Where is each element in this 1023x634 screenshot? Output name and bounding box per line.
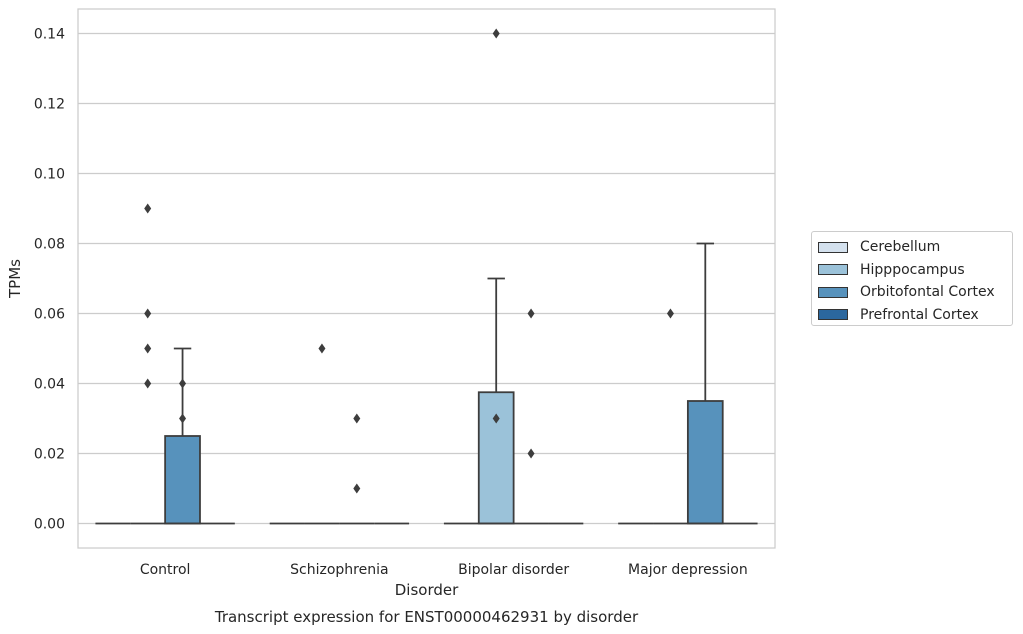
- box-hipppocampus: [477, 277, 515, 525]
- legend-item-cerebellum: Cerebellum: [818, 236, 1012, 259]
- legend-item-prefrontal-cortex: Prefrontal Cortex: [818, 304, 1012, 327]
- legend-item-orbitofrontal-cortex: Orbitofontal Cortex: [818, 281, 1012, 304]
- x-tick-label: Schizophrenia: [290, 562, 388, 578]
- boxes: [95, 242, 758, 525]
- legend-label: Hipppocampus: [860, 261, 965, 278]
- outlier-point: [318, 343, 326, 354]
- legend: Cerebellum Hipppocampus Orbitofontal Cor…: [811, 231, 1013, 326]
- y-tick-label: 0.12: [34, 97, 65, 113]
- y-tick-label: 0.08: [34, 237, 65, 253]
- y-tick-label: 0.04: [34, 377, 65, 393]
- outlier-point: [353, 483, 361, 494]
- y-tick-label: 0.00: [34, 517, 65, 533]
- y-tick-label: 0.06: [34, 307, 65, 323]
- y-tick-label: 0.02: [34, 447, 65, 463]
- x-tick-label: Major depression: [628, 562, 748, 578]
- legend-label: Orbitofontal Cortex: [860, 284, 995, 301]
- plot-area-frame: [77, 8, 776, 549]
- x-axis-ticks: Control Schizophrenia Bipolar disorder Majo…: [140, 562, 748, 578]
- legend-item-hippocampus: Hipppocampus: [818, 259, 1012, 282]
- outlier-point: [527, 308, 535, 319]
- legend-swatch: [818, 264, 848, 276]
- outliers: [144, 28, 674, 494]
- outlier-point: [179, 378, 187, 389]
- outlier-point: [144, 343, 152, 354]
- outlier-point: [179, 413, 187, 424]
- box-orbitofontal-cortex: [164, 347, 201, 525]
- legend-swatch: [818, 309, 848, 321]
- x-tick-label: Control: [140, 562, 191, 578]
- y-tick-label: 0.14: [34, 27, 65, 43]
- x-axis-label: Disorder: [395, 581, 459, 599]
- outlier-point: [666, 308, 674, 319]
- box-body: [477, 391, 515, 525]
- legend-swatch: [818, 241, 848, 253]
- outlier-point: [144, 308, 152, 319]
- y-tick-label: 0.10: [34, 167, 65, 183]
- box-body: [686, 400, 724, 525]
- outlier-point: [492, 413, 500, 424]
- chart-title: Transcript expression for ENST0000046293…: [214, 608, 639, 626]
- legend-label: Cerebellum: [860, 239, 941, 256]
- outlier-point: [144, 203, 152, 214]
- legend-swatch: [818, 286, 848, 298]
- outlier-point: [492, 28, 500, 39]
- box-body: [164, 435, 201, 525]
- y-axis-ticks: 0.00 0.02 0.04 0.06 0.08 0.10 0.12 0.14: [34, 27, 65, 533]
- box-orbitofontal-cortex: [686, 242, 724, 525]
- outlier-point: [527, 448, 535, 459]
- x-tick-label: Bipolar disorder: [458, 562, 569, 578]
- outlier-point: [353, 413, 361, 424]
- legend-label: Prefrontal Cortex: [860, 306, 979, 323]
- y-axis-label: TPMs: [6, 259, 24, 299]
- outlier-point: [144, 378, 152, 389]
